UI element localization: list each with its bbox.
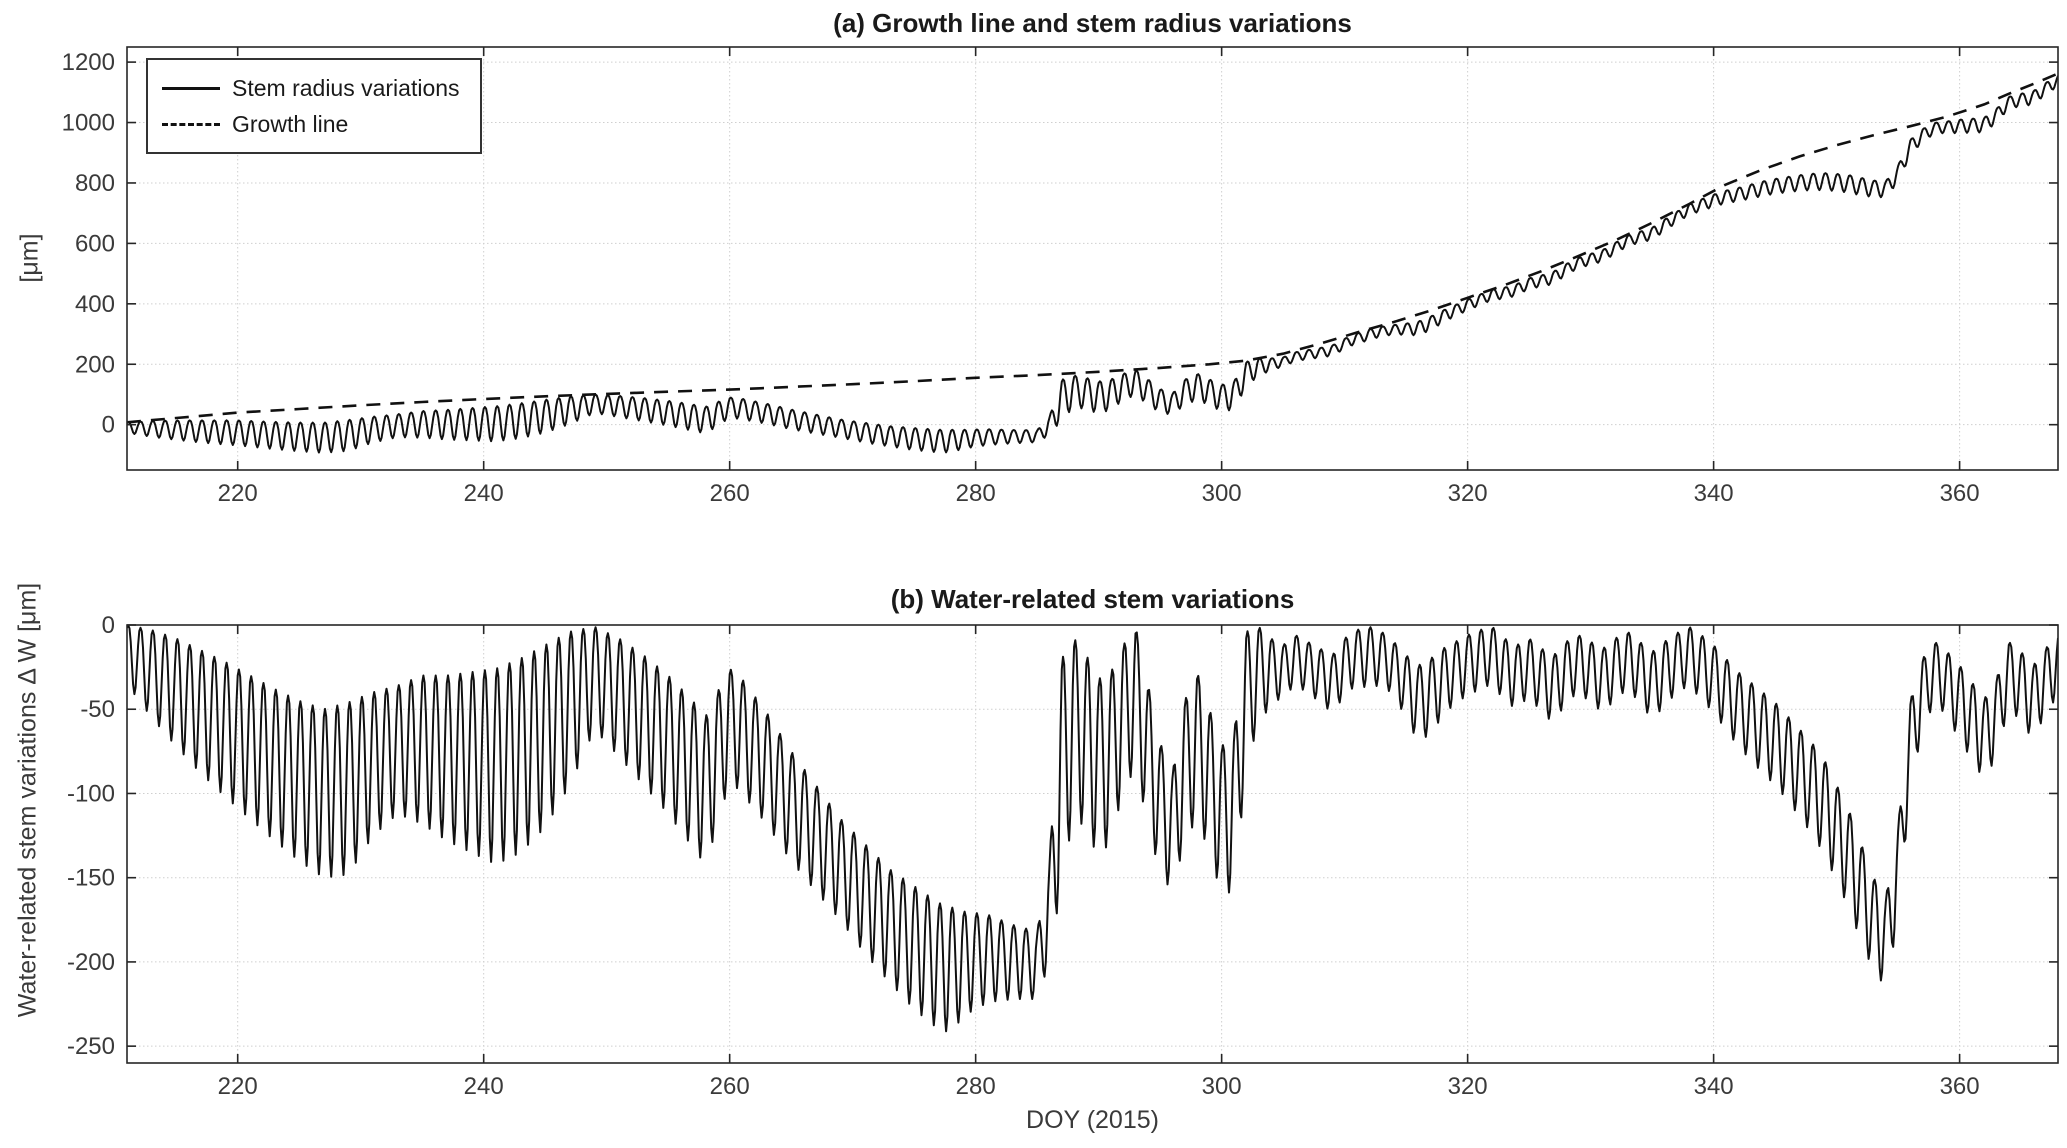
plot-box [126, 624, 2059, 1064]
y-tick-label: -100 [67, 780, 115, 807]
x-tick-label: 360 [1940, 480, 1980, 507]
x-tick-label: 280 [956, 1073, 996, 1100]
legend-entry-stem-radius: Stem radius variations [162, 70, 460, 106]
y-tick-label: 200 [75, 351, 115, 378]
dashed-line-swatch [162, 122, 220, 126]
y-tick-label: 1000 [62, 110, 115, 137]
y-tick-label: 600 [75, 230, 115, 257]
panel-b-plot: 220 240 260 280 300 320 340 360 0 -50 -100 -150 -200… [67, 612, 2059, 1100]
panel-a-plot: 220 240 260 280 300 320 340 360 0 200 400 600 800 100… [62, 46, 2059, 507]
y-tick-label: -200 [67, 949, 115, 976]
legend-label: Stem radius variations [232, 74, 460, 101]
x-tick-label: 240 [464, 1073, 504, 1100]
x-tick-label: 340 [1694, 480, 1734, 507]
y-tick-label: 800 [75, 170, 115, 197]
x-tick-label: 240 [464, 480, 504, 507]
legend: Stem radius variations Growth line [146, 58, 482, 154]
panel-a-title: (a) Growth line and stem radius variatio… [833, 8, 1352, 38]
solid-line-swatch [162, 86, 220, 90]
x-tick-label: 320 [1448, 480, 1488, 507]
x-tick-label: 280 [956, 480, 996, 507]
x-axis-label: DOY (2015) [1026, 1106, 1159, 1134]
y-tick-label: 1200 [62, 49, 115, 76]
x-tick-label: 220 [218, 1073, 258, 1100]
x-tick-label: 320 [1448, 1073, 1488, 1100]
x-tick-label: 220 [218, 480, 258, 507]
panel-b-y-axis-label: Water-related stem variations Δ W [μm] [13, 582, 42, 1018]
panel-b-title: (b) Water-related stem variations [890, 584, 1295, 614]
stem-radius-series [127, 75, 2058, 454]
delta-w-series [127, 625, 2058, 1033]
growth-line-series [127, 72, 2058, 424]
y-tick-label: -250 [67, 1033, 115, 1060]
panel-a-y-axis-label: [μm] [15, 233, 44, 283]
legend-label: Growth line [232, 110, 349, 137]
x-tick-label: 300 [1202, 1073, 1242, 1100]
y-tick-label: 0 [102, 412, 115, 439]
x-tick-label: 340 [1694, 1073, 1734, 1100]
plot-box [126, 46, 2059, 471]
x-tick-label: 360 [1940, 1073, 1980, 1100]
x-tick-label: 260 [710, 480, 750, 507]
y-tick-label: 0 [102, 612, 115, 639]
y-tick-label: -50 [80, 696, 115, 723]
y-tick-label: -150 [67, 865, 115, 892]
y-tick-label: 400 [75, 291, 115, 318]
x-tick-label: 260 [710, 1073, 750, 1100]
x-tick-label: 300 [1202, 480, 1242, 507]
legend-entry-growth-line: Growth line [162, 106, 460, 142]
